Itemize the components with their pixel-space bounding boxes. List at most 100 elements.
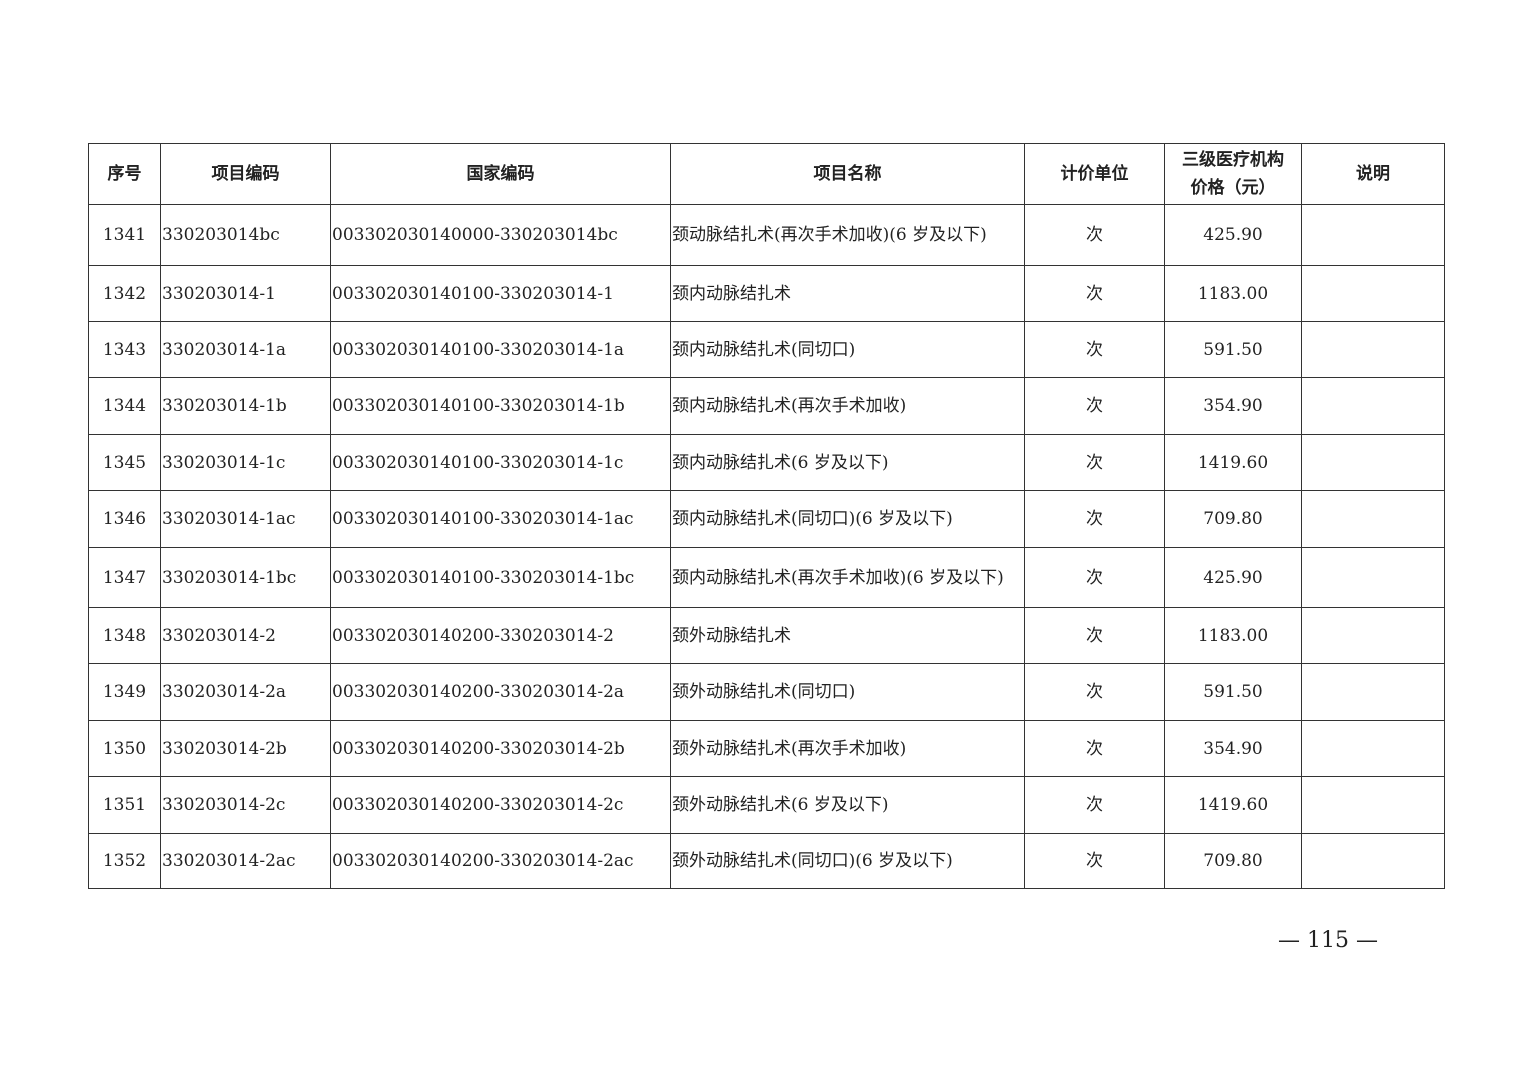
national-code-cell: 003302030140200-330203014-2c bbox=[330, 776, 671, 834]
item-name-cell: 颈外动脉结扎术 bbox=[670, 607, 1025, 664]
header-price-line1: 三级医疗机构 bbox=[1182, 150, 1284, 170]
price-cell: 425.90 bbox=[1164, 204, 1302, 266]
notes-cell bbox=[1301, 547, 1445, 608]
row-index-cell: 1344 bbox=[88, 377, 161, 435]
unit-cell: 次 bbox=[1024, 547, 1165, 608]
row-index-cell: 1350 bbox=[88, 720, 161, 777]
item-name-cell: 颈外动脉结扎术(同切口)(6 岁及以下) bbox=[670, 833, 1025, 889]
header-unit: 计价单位 bbox=[1024, 143, 1165, 205]
item-name-cell: 颈内动脉结扎术(再次手术加收)(6 岁及以下) bbox=[670, 547, 1025, 608]
item-code-cell: 330203014-1ac bbox=[160, 490, 331, 548]
item-name-cell: 颈内动脉结扎术(6 岁及以下) bbox=[670, 434, 1025, 491]
item-name-cell: 颈内动脉结扎术(同切口)(6 岁及以下) bbox=[670, 490, 1025, 548]
table-row: 1351 330203014-2c 003302030140200-33020301… bbox=[88, 776, 1445, 834]
row-index-cell: 1352 bbox=[88, 833, 161, 889]
header-item-code: 项目编码 bbox=[160, 143, 331, 205]
table-row: 1345 330203014-1c 003302030140100-33020301… bbox=[88, 434, 1445, 491]
item-code-cell: 330203014-1bc bbox=[160, 547, 331, 608]
unit-cell: 次 bbox=[1024, 833, 1165, 889]
item-code-cell: 330203014-2 bbox=[160, 607, 331, 664]
header-national-code: 国家编码 bbox=[330, 143, 671, 205]
notes-cell bbox=[1301, 490, 1445, 548]
unit-cell: 次 bbox=[1024, 321, 1165, 378]
item-code-cell: 330203014-2c bbox=[160, 776, 331, 834]
national-code-cell: 003302030140100-330203014-1ac bbox=[330, 490, 671, 548]
table-row: 1341 330203014bc 003302030140000-330203014… bbox=[88, 204, 1445, 266]
page-number: — 115 — bbox=[1278, 928, 1378, 953]
unit-cell: 次 bbox=[1024, 377, 1165, 435]
notes-cell bbox=[1301, 377, 1445, 435]
item-name-cell: 颈内动脉结扎术 bbox=[670, 265, 1025, 322]
row-index-cell: 1345 bbox=[88, 434, 161, 491]
item-code-cell: 330203014-1 bbox=[160, 265, 331, 322]
national-code-cell: 003302030140100-330203014-1a bbox=[330, 321, 671, 378]
item-code-cell: 330203014-1c bbox=[160, 434, 331, 491]
item-name-cell: 颈内动脉结扎术(同切口) bbox=[670, 321, 1025, 378]
table-row: 1350 330203014-2b 003302030140200-33020301… bbox=[88, 720, 1445, 777]
notes-cell bbox=[1301, 720, 1445, 777]
national-code-cell: 003302030140200-330203014-2a bbox=[330, 663, 671, 721]
price-cell: 354.90 bbox=[1164, 377, 1302, 435]
row-index-cell: 1342 bbox=[88, 265, 161, 322]
price-cell: 709.80 bbox=[1164, 490, 1302, 548]
notes-cell bbox=[1301, 321, 1445, 378]
national-code-cell: 003302030140200-330203014-2 bbox=[330, 607, 671, 664]
price-cell: 591.50 bbox=[1164, 663, 1302, 721]
row-index-cell: 1348 bbox=[88, 607, 161, 664]
item-code-cell: 330203014-2b bbox=[160, 720, 331, 777]
header-item-name: 项目名称 bbox=[670, 143, 1025, 205]
row-index-cell: 1351 bbox=[88, 776, 161, 834]
item-code-cell: 330203014-2ac bbox=[160, 833, 331, 889]
national-code-cell: 003302030140100-330203014-1bc bbox=[330, 547, 671, 608]
price-cell: 425.90 bbox=[1164, 547, 1302, 608]
price-cell: 591.50 bbox=[1164, 321, 1302, 378]
table-row: 1352 330203014-2ac 003302030140200-3302030… bbox=[88, 833, 1445, 889]
unit-cell: 次 bbox=[1024, 434, 1165, 491]
item-name-cell: 颈内动脉结扎术(再次手术加收) bbox=[670, 377, 1025, 435]
notes-cell bbox=[1301, 833, 1445, 889]
notes-cell bbox=[1301, 434, 1445, 491]
item-name-cell: 颈外动脉结扎术(同切口) bbox=[670, 663, 1025, 721]
header-row: 序号 项目编码 国家编码 项目名称 计价单位 三级医疗机构 价格（元） 说明 bbox=[88, 143, 1445, 205]
notes-cell bbox=[1301, 663, 1445, 721]
unit-cell: 次 bbox=[1024, 776, 1165, 834]
item-name-cell: 颈动脉结扎术(再次手术加收)(6 岁及以下) bbox=[670, 204, 1025, 266]
national-code-cell: 003302030140200-330203014-2ac bbox=[330, 833, 671, 889]
table-row: 1343 330203014-1a 003302030140100-33020301… bbox=[88, 321, 1445, 378]
national-code-cell: 003302030140100-330203014-1b bbox=[330, 377, 671, 435]
header-price-line2: 价格（元） bbox=[1190, 178, 1276, 198]
price-cell: 1419.60 bbox=[1164, 434, 1302, 491]
price-cell: 1419.60 bbox=[1164, 776, 1302, 834]
price-cell: 709.80 bbox=[1164, 833, 1302, 889]
item-code-cell: 330203014-2a bbox=[160, 663, 331, 721]
item-name-cell: 颈外动脉结扎术(6 岁及以下) bbox=[670, 776, 1025, 834]
table-row: 1347 330203014-1bc 003302030140100-3302030… bbox=[88, 547, 1445, 608]
row-index-cell: 1347 bbox=[88, 547, 161, 608]
header-notes: 说明 bbox=[1301, 143, 1445, 205]
table-row: 1349 330203014-2a 003302030140200-33020301… bbox=[88, 663, 1445, 721]
price-table: 序号 项目编码 国家编码 项目名称 计价单位 三级医疗机构 价格（元） 说明 13… bbox=[88, 143, 1445, 889]
row-index-cell: 1346 bbox=[88, 490, 161, 548]
table-row: 1342 330203014-1 003302030140100-330203014… bbox=[88, 265, 1445, 322]
item-code-cell: 330203014-1b bbox=[160, 377, 331, 435]
row-index-cell: 1343 bbox=[88, 321, 161, 378]
unit-cell: 次 bbox=[1024, 663, 1165, 721]
notes-cell bbox=[1301, 776, 1445, 834]
national-code-cell: 003302030140100-330203014-1 bbox=[330, 265, 671, 322]
table-row: 1346 330203014-1ac 003302030140100-3302030… bbox=[88, 490, 1445, 548]
notes-cell bbox=[1301, 607, 1445, 664]
item-name-cell: 颈外动脉结扎术(再次手术加收) bbox=[670, 720, 1025, 777]
row-index-cell: 1349 bbox=[88, 663, 161, 721]
price-cell: 354.90 bbox=[1164, 720, 1302, 777]
unit-cell: 次 bbox=[1024, 607, 1165, 664]
unit-cell: 次 bbox=[1024, 490, 1165, 548]
unit-cell: 次 bbox=[1024, 204, 1165, 266]
header-price: 三级医疗机构 价格（元） bbox=[1164, 143, 1302, 205]
row-index-cell: 1341 bbox=[88, 204, 161, 266]
unit-cell: 次 bbox=[1024, 265, 1165, 322]
notes-cell bbox=[1301, 265, 1445, 322]
item-code-cell: 330203014-1a bbox=[160, 321, 331, 378]
unit-cell: 次 bbox=[1024, 720, 1165, 777]
national-code-cell: 003302030140000-330203014bc bbox=[330, 204, 671, 266]
national-code-cell: 003302030140200-330203014-2b bbox=[330, 720, 671, 777]
